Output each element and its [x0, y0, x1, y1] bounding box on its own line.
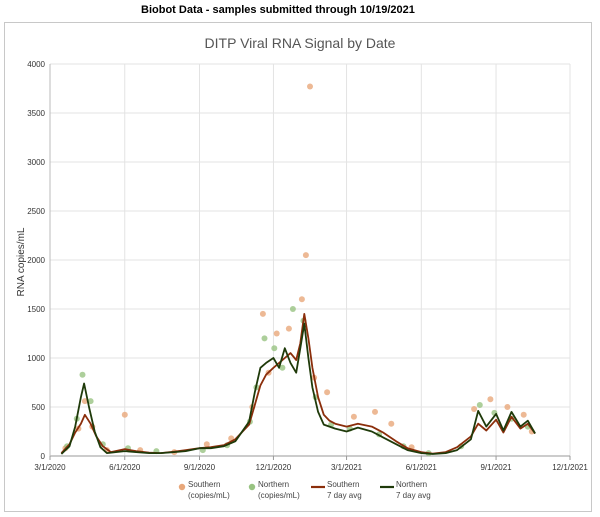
point-southern-copies-ml	[520, 411, 527, 418]
point-southern-copies-ml	[324, 389, 331, 396]
point-northern-copies-ml	[476, 402, 483, 408]
point-southern-copies-ml	[273, 330, 280, 337]
y-axis-label: RNA copies/mL	[16, 227, 27, 296]
series-line-southern-7-day-avg	[60, 313, 536, 455]
point-southern-copies-ml	[298, 296, 305, 303]
grid	[49, 63, 571, 460]
point-southern-copies-ml	[307, 83, 313, 90]
x-tick-label: 9/1/2021	[480, 463, 512, 472]
y-tick-label: 2500	[27, 207, 45, 216]
data-points	[62, 83, 535, 457]
legend-label: Northern	[258, 480, 289, 489]
legend-label-sub: (copies/mL)	[188, 491, 230, 500]
x-tick-label: 3/1/2021	[331, 463, 363, 472]
y-tick-label: 4000	[27, 60, 45, 69]
tick-labels: 0 500 1000 1500 2000 2500 3000 3500 4000 3/1/2020…	[27, 60, 588, 472]
y-tick-label: 1000	[27, 354, 45, 363]
legend-label: Southern	[188, 480, 220, 489]
legend-label-sub: 7 day avg	[396, 491, 431, 500]
x-tick-label: 9/1/2020	[184, 463, 216, 472]
x-tick-label: 12/1/2020	[256, 463, 292, 472]
point-southern-copies-ml	[259, 310, 266, 317]
legend-label: Southern	[327, 480, 359, 489]
data-lines	[60, 313, 536, 455]
axes	[49, 64, 570, 457]
series-line-northern-7-day-avg	[60, 322, 536, 455]
point-northern-copies-ml	[279, 364, 286, 371]
legend: Southern (copies/mL) Northern (copies/mL) So…	[178, 480, 431, 500]
legend-label-sub: (copies/mL)	[258, 491, 300, 500]
y-tick-label: 0	[41, 452, 46, 461]
point-southern-copies-ml	[350, 413, 357, 420]
legend-label: Northern	[396, 480, 427, 489]
legend-label-sub: 7 day avg	[327, 491, 362, 500]
y-tick-label: 500	[32, 403, 46, 412]
point-southern-copies-ml	[487, 396, 494, 403]
point-southern-copies-ml	[504, 404, 511, 410]
point-southern-copies-ml	[388, 420, 395, 427]
x-tick-label: 3/1/2020	[34, 463, 66, 472]
point-northern-copies-ml	[79, 371, 86, 378]
point-northern-copies-ml	[271, 345, 278, 352]
page-header: Biobot Data - samples submitted through …	[0, 0, 600, 18]
chart-title: DITP Viral RNA Signal by Date	[205, 35, 396, 51]
point-southern-copies-ml	[121, 411, 128, 418]
y-tick-label: 2000	[27, 256, 45, 265]
y-tick-label: 1500	[27, 305, 45, 314]
legend-marker	[248, 483, 256, 491]
x-tick-label: 6/1/2020	[109, 463, 141, 472]
point-southern-copies-ml	[302, 252, 309, 259]
point-southern-copies-ml	[372, 408, 378, 415]
header-title: Biobot Data - samples submitted through …	[141, 4, 415, 16]
x-tick-label: 12/1/2021	[552, 463, 588, 472]
point-northern-copies-ml	[261, 335, 268, 342]
point-southern-copies-ml	[285, 325, 292, 332]
y-tick-label: 3500	[27, 109, 45, 118]
legend-marker	[178, 483, 186, 491]
point-southern-copies-ml	[81, 398, 88, 405]
point-northern-copies-ml	[87, 398, 94, 405]
x-tick-label: 6/1/2021	[406, 463, 438, 472]
y-tick-label: 3000	[27, 158, 45, 167]
point-southern-copies-ml	[471, 406, 478, 412]
point-northern-copies-ml	[289, 306, 296, 312]
chart-frame	[4, 22, 592, 512]
point-southern-copies-ml	[203, 441, 210, 448]
